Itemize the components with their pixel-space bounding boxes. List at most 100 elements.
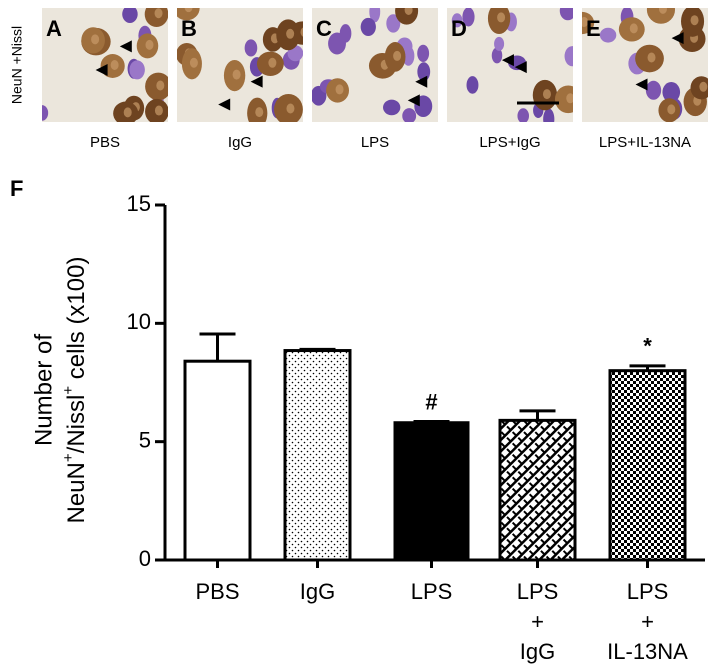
y-tick-label: 0 (139, 546, 151, 571)
arrowhead (415, 75, 428, 88)
x-tick-label: PBS (195, 579, 239, 604)
neuron-nucleus (667, 104, 676, 115)
nucleus (42, 105, 49, 121)
superscript: + (60, 386, 77, 395)
panel-letter: E (586, 16, 601, 41)
arrowhead (407, 94, 420, 107)
bar (608, 369, 687, 562)
neuron (646, 8, 676, 24)
arrowhead (635, 78, 648, 91)
micrograph (177, 8, 303, 122)
nucleus (543, 108, 555, 122)
neuron-nucleus (658, 8, 667, 14)
bar (183, 359, 252, 562)
neuron-nucleus (699, 81, 708, 92)
bar (393, 421, 470, 562)
arrowhead (250, 75, 263, 88)
neuron-nucleus (393, 50, 402, 61)
significance-mark: # (425, 389, 437, 414)
neuron-nucleus (145, 39, 154, 50)
x-tick-label: + (641, 609, 654, 634)
label-part: cells (x100) (63, 257, 90, 386)
panel-caption: LPS+IL-13NA (599, 134, 691, 151)
y-tick-label: 10 (127, 309, 151, 334)
neuron-nucleus (629, 23, 638, 34)
neuron-nucleus (189, 57, 198, 68)
neuron-nucleus (690, 15, 699, 26)
panel-caption: LPS+IgG (479, 134, 540, 151)
neuron (395, 8, 419, 25)
nucleus (122, 8, 138, 24)
panel-letter: C (316, 16, 332, 41)
y-tick-label: 15 (127, 191, 151, 216)
label-part: /Nissl (63, 395, 90, 454)
neuron-nucleus (647, 52, 656, 63)
neuron-nucleus (300, 27, 303, 37)
nucleus (559, 8, 573, 21)
neuron (177, 8, 200, 21)
nucleus (466, 76, 479, 94)
superscript: + (60, 453, 77, 462)
x-tick-label: IgG (520, 639, 555, 664)
arrowhead (514, 61, 527, 74)
panel-caption: LPS (361, 134, 389, 151)
neuron-nucleus (566, 93, 573, 104)
nucleus (244, 39, 258, 57)
x-tick-label: + (531, 609, 544, 634)
nucleus (328, 32, 346, 55)
neuron-nucleus (154, 105, 163, 116)
x-tick-label: LPS (627, 579, 669, 604)
neuron-nucleus (286, 103, 295, 114)
neuron-nucleus (110, 60, 119, 71)
nucleus (494, 36, 505, 51)
neuron-nucleus (582, 17, 589, 28)
neuron-nucleus (123, 107, 132, 118)
y-tick-label: 5 (139, 427, 151, 452)
x-tick-label: IgG (300, 579, 335, 604)
significance-mark: * (643, 334, 652, 359)
arrowhead (218, 98, 231, 111)
micrograph (312, 8, 438, 122)
y-axis-label: NeuN+/Nissl+ cells (x100) (60, 257, 90, 524)
panel-letter: B (181, 16, 197, 41)
nucleus (451, 13, 463, 28)
micrograph (582, 8, 708, 122)
panel-letter: D (451, 16, 467, 41)
nucleus (564, 46, 573, 67)
nucleus (369, 8, 381, 23)
neuron-nucleus (91, 34, 100, 45)
neuron-nucleus (542, 89, 551, 100)
neuron-nucleus (156, 80, 165, 91)
nucleus (662, 81, 681, 103)
bar (498, 418, 577, 562)
neuron-nucleus (255, 107, 264, 118)
neuron-nucleus (335, 84, 344, 95)
nucleus (360, 17, 376, 37)
neuron-nucleus (184, 8, 193, 13)
arrowhead (671, 32, 684, 45)
neuron-nucleus (232, 69, 241, 80)
nucleus (383, 99, 401, 116)
nucleus (129, 60, 145, 80)
neuron-nucleus (268, 57, 277, 68)
nucleus (386, 14, 401, 33)
panel-letter: F (10, 176, 23, 201)
nucleus (462, 8, 475, 27)
nucleus (517, 108, 530, 122)
arrowhead (119, 40, 132, 53)
neuron-nucleus (286, 28, 295, 39)
panel-caption: PBS (90, 134, 120, 151)
neuron (554, 85, 573, 114)
side-label: NeuN +Nissl (9, 26, 25, 104)
nucleus (402, 108, 417, 122)
x-tick-label: LPS (411, 579, 453, 604)
neuron-nucleus (154, 8, 163, 19)
nucleus (417, 44, 430, 63)
label-part: NeuN (63, 462, 90, 523)
panel-caption: IgG (228, 134, 252, 151)
neuron-nucleus (497, 12, 506, 23)
nucleus (599, 27, 617, 43)
neuron-nucleus (404, 8, 413, 15)
nucleus (645, 80, 662, 100)
